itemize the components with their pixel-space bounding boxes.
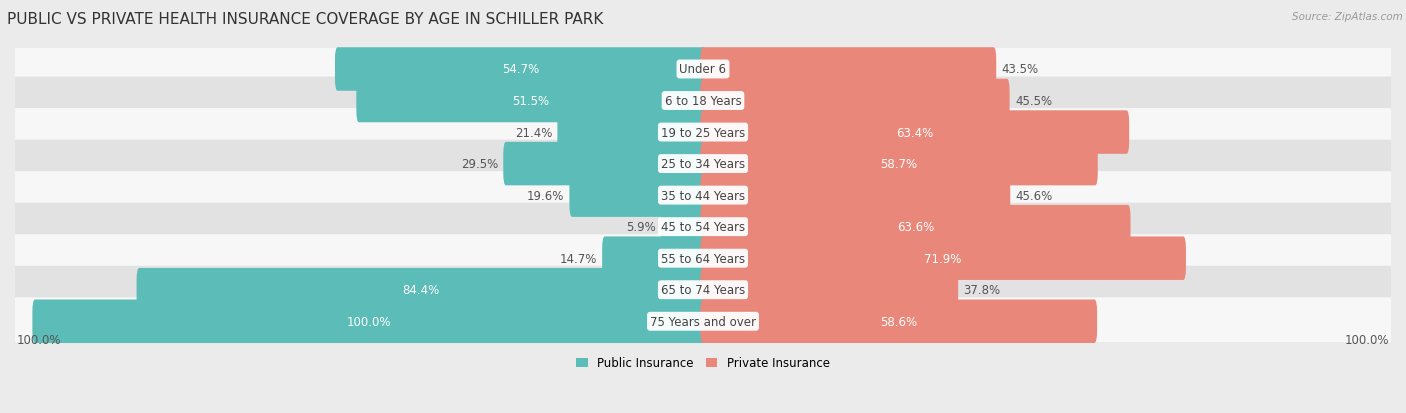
FancyBboxPatch shape [700, 205, 1130, 249]
FancyBboxPatch shape [700, 174, 1011, 217]
FancyBboxPatch shape [700, 80, 1010, 123]
Text: 100.0%: 100.0% [347, 315, 391, 328]
Text: 45.6%: 45.6% [1015, 189, 1053, 202]
Text: 65 to 74 Years: 65 to 74 Years [661, 284, 745, 297]
FancyBboxPatch shape [661, 205, 706, 249]
FancyBboxPatch shape [700, 237, 1185, 280]
FancyBboxPatch shape [700, 142, 1098, 186]
FancyBboxPatch shape [503, 142, 706, 186]
Text: 6 to 18 Years: 6 to 18 Years [665, 95, 741, 108]
Text: 35 to 44 Years: 35 to 44 Years [661, 189, 745, 202]
FancyBboxPatch shape [32, 300, 706, 343]
FancyBboxPatch shape [700, 111, 1129, 154]
FancyBboxPatch shape [14, 46, 1392, 94]
FancyBboxPatch shape [602, 237, 706, 280]
FancyBboxPatch shape [14, 77, 1392, 125]
Text: 19 to 25 Years: 19 to 25 Years [661, 126, 745, 139]
Text: 100.0%: 100.0% [1344, 333, 1389, 346]
Text: 37.8%: 37.8% [963, 284, 1001, 297]
Text: 100.0%: 100.0% [17, 333, 62, 346]
Text: 19.6%: 19.6% [527, 189, 564, 202]
FancyBboxPatch shape [569, 174, 706, 217]
Text: 21.4%: 21.4% [515, 126, 553, 139]
Text: 45.5%: 45.5% [1015, 95, 1052, 108]
Text: Under 6: Under 6 [679, 63, 727, 76]
FancyBboxPatch shape [335, 48, 706, 92]
Text: Source: ZipAtlas.com: Source: ZipAtlas.com [1292, 12, 1403, 22]
Text: PUBLIC VS PRIVATE HEALTH INSURANCE COVERAGE BY AGE IN SCHILLER PARK: PUBLIC VS PRIVATE HEALTH INSURANCE COVER… [7, 12, 603, 27]
FancyBboxPatch shape [14, 172, 1392, 220]
Text: 43.5%: 43.5% [1001, 63, 1039, 76]
Text: 63.4%: 63.4% [896, 126, 934, 139]
FancyBboxPatch shape [14, 109, 1392, 157]
FancyBboxPatch shape [700, 48, 997, 92]
Text: 51.5%: 51.5% [512, 95, 550, 108]
FancyBboxPatch shape [14, 203, 1392, 251]
Text: 14.7%: 14.7% [560, 252, 596, 265]
Text: 71.9%: 71.9% [924, 252, 962, 265]
Legend: Public Insurance, Private Insurance: Public Insurance, Private Insurance [571, 352, 835, 374]
Text: 5.9%: 5.9% [626, 221, 655, 234]
Text: 75 Years and over: 75 Years and over [650, 315, 756, 328]
Text: 84.4%: 84.4% [402, 284, 440, 297]
Text: 54.7%: 54.7% [502, 63, 538, 76]
FancyBboxPatch shape [14, 235, 1392, 282]
Text: 29.5%: 29.5% [461, 158, 498, 171]
Text: 58.6%: 58.6% [880, 315, 917, 328]
FancyBboxPatch shape [14, 140, 1392, 188]
Text: 58.7%: 58.7% [880, 158, 918, 171]
FancyBboxPatch shape [14, 298, 1392, 345]
FancyBboxPatch shape [356, 80, 706, 123]
Text: 55 to 64 Years: 55 to 64 Years [661, 252, 745, 265]
Text: 63.6%: 63.6% [897, 221, 934, 234]
FancyBboxPatch shape [700, 300, 1097, 343]
FancyBboxPatch shape [14, 266, 1392, 314]
FancyBboxPatch shape [136, 268, 706, 312]
FancyBboxPatch shape [557, 111, 706, 154]
Text: 25 to 34 Years: 25 to 34 Years [661, 158, 745, 171]
FancyBboxPatch shape [700, 268, 957, 312]
Text: 45 to 54 Years: 45 to 54 Years [661, 221, 745, 234]
